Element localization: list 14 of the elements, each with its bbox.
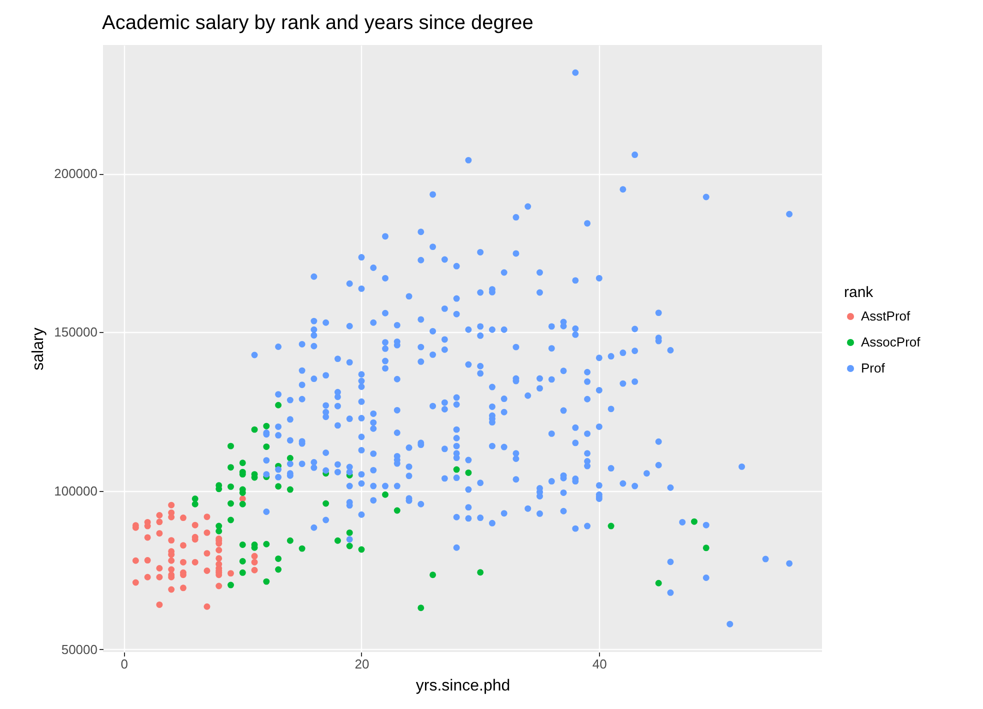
legend-title: rank bbox=[844, 284, 874, 301]
x-tick-label: 0 bbox=[120, 656, 128, 672]
y-tick-label: 200000 bbox=[54, 166, 98, 182]
x-tick-label: 40 bbox=[592, 656, 607, 672]
y-axis-title: salary bbox=[30, 328, 48, 370]
chart-title: Academic salary by rank and years since degree bbox=[102, 12, 534, 34]
y-tick-label: 50000 bbox=[61, 642, 98, 657]
legend-label: AssocProf bbox=[861, 334, 921, 350]
x-axis-title: yrs.since.phd bbox=[416, 678, 510, 694]
y-tick-label: 150000 bbox=[54, 324, 98, 340]
legend-label: Prof bbox=[861, 360, 886, 376]
y-tick-label: 100000 bbox=[54, 483, 98, 498]
legend-label: AsstProf bbox=[861, 308, 911, 324]
x-tick-label: 20 bbox=[354, 656, 370, 672]
